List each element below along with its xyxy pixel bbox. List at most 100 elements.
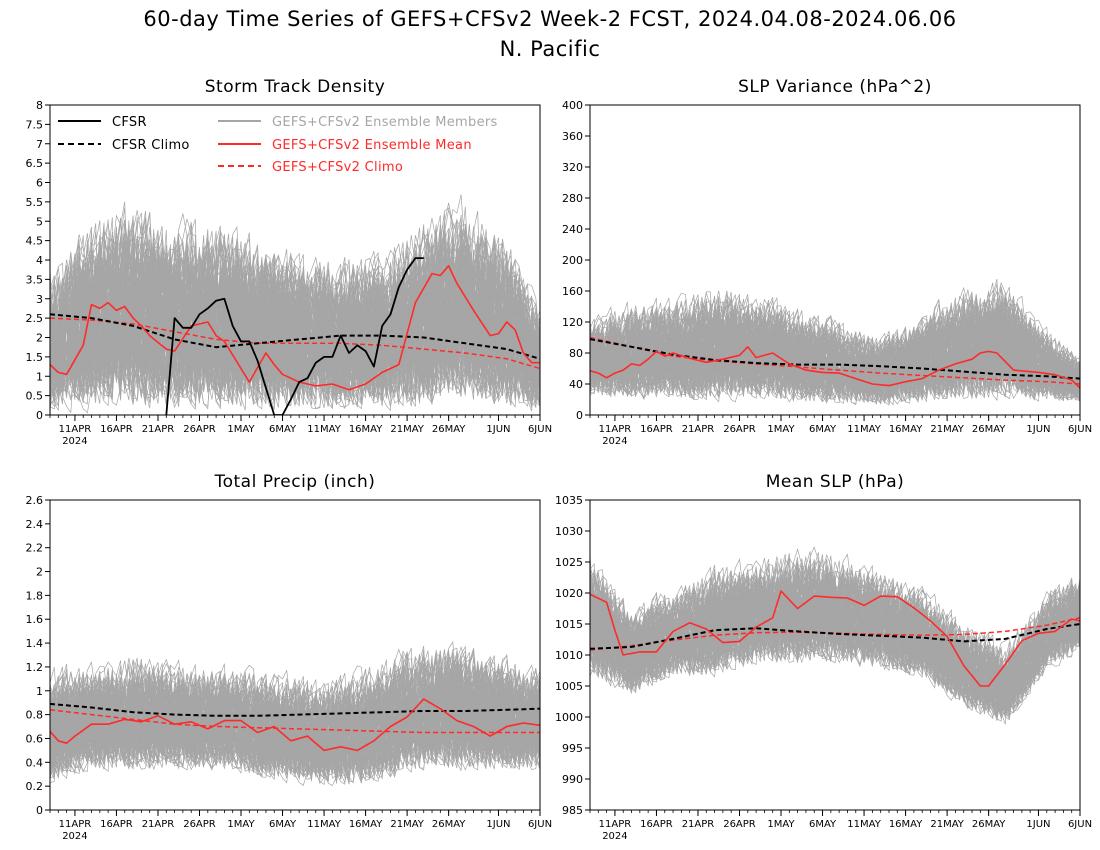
x-tick-label: 16APR	[100, 819, 133, 830]
y-tick-label: 985	[562, 804, 583, 817]
ensemble-member-line	[50, 650, 540, 776]
y-tick-label: 80	[569, 347, 583, 360]
y-tick-label: 120	[562, 316, 583, 329]
y-tick-label: 320	[562, 161, 583, 174]
x-tick-label: 16MAY	[349, 819, 383, 830]
legend-label: GEFS+CFSv2 Ensemble Members	[272, 115, 498, 130]
y-tick-label: 5.5	[26, 196, 44, 209]
ensemble-member-line	[50, 213, 540, 414]
y-tick-label: 1015	[555, 618, 583, 631]
series-line-ensemble-mean	[50, 264, 540, 391]
x-tick-label: 21MAY	[930, 424, 964, 435]
series-line-cfsr	[165, 257, 424, 415]
series-line-cfsr-climo	[50, 313, 540, 360]
ensemble-members	[590, 546, 1080, 725]
series-line-ensemble-climo	[50, 317, 540, 370]
y-tick-label: 0.5	[26, 390, 44, 403]
ensemble-member-line	[50, 219, 540, 407]
ensemble-member-line	[590, 299, 1080, 399]
y-tick-label: 0	[36, 804, 43, 817]
plot-area	[50, 641, 540, 786]
ensemble-members	[590, 278, 1080, 406]
ensemble-member-line	[50, 201, 540, 407]
x-tick-label: 11APR	[59, 819, 92, 830]
plot-area	[590, 546, 1080, 725]
chart-panel: Total Precip (inch) 0 0.2 0.4 0.6 0.8 1 1.2 1.4 1…	[26, 472, 553, 842]
ensemble-members	[50, 641, 540, 786]
x-year-label: 2024	[602, 436, 627, 447]
y-tick-label: 400	[562, 99, 583, 112]
x-tick-label: 26MAY	[972, 424, 1006, 435]
x-tick-label: 1JUN	[1026, 819, 1050, 830]
x-year-label: 2024	[602, 831, 627, 842]
y-tick-label: 1000	[555, 711, 583, 724]
series-line-ensemble-mean	[50, 698, 540, 752]
ensemble-member-line	[50, 229, 540, 406]
ensemble-member-line	[50, 665, 540, 779]
y-tick-label: 0	[36, 409, 43, 422]
y-tick-label: 6	[36, 177, 43, 190]
y-tick-label: 1020	[555, 587, 583, 600]
x-tick-label: 26MAY	[432, 819, 466, 830]
plot-area	[590, 278, 1080, 406]
panel-title: Storm Track Density	[205, 77, 386, 97]
chart-panel: SLP Variance (hPa^2) 0 40 80 120 160 200 240 280…	[562, 77, 1092, 447]
figure-title-line1: 60-day Time Series of GEFS+CFSv2 Week-2 …	[143, 7, 956, 31]
y-tick-label: 6.5	[26, 157, 44, 170]
x-year-label: 2024	[62, 436, 87, 447]
x-year-label: 2024	[62, 831, 87, 842]
x-tick-label: 11APR	[599, 819, 632, 830]
x-tick-label: 11MAY	[847, 424, 881, 435]
y-tick-label: 240	[562, 223, 583, 236]
plot-frame	[49, 499, 541, 811]
x-tick-label: 16MAY	[349, 424, 383, 435]
y-tick-label: 1.8	[26, 589, 44, 602]
y-tick-label: 1	[36, 370, 43, 383]
x-tick-label: 1JUN	[486, 819, 510, 830]
ensemble-member-line	[590, 291, 1080, 400]
y-tick-label: 2.5	[26, 312, 44, 325]
y-tick-label: 8	[36, 99, 43, 112]
x-tick-label: 21MAY	[390, 424, 424, 435]
y-tick-label: 3.5	[26, 273, 44, 286]
ensemble-member-line	[590, 299, 1080, 399]
y-tick-label: 2	[36, 566, 43, 579]
figure-title-line2: N. Pacific	[500, 37, 601, 61]
y-tick-label: 160	[562, 285, 583, 298]
y-tick-label: 7	[36, 138, 43, 151]
x-tick-label: 26MAY	[432, 424, 466, 435]
x-tick-label: 1JUN	[486, 424, 510, 435]
chart-panel: Storm Track Density 0 0.5 1 1.5 2 2.5 3 3.5 4 4.5 5…	[26, 77, 553, 447]
y-tick-label: 200	[562, 254, 583, 267]
y-tick-label: 1010	[555, 649, 583, 662]
ensemble-member-line	[590, 566, 1080, 704]
ensemble-member-line	[590, 563, 1080, 706]
legend-label: GEFS+CFSv2 Climo	[272, 160, 403, 175]
ensemble-member-line	[590, 565, 1080, 715]
y-tick-label: 1005	[555, 680, 583, 693]
y-tick-label: 0.8	[26, 709, 44, 722]
y-tick-label: 5	[36, 215, 43, 228]
y-tick-label: 1.6	[26, 613, 44, 626]
chart-panels: Storm Track Density 0 0.5 1 1.5 2 2.5 3 3.5 4 4.5 5…	[26, 77, 1093, 842]
series-line-ensemble-mean	[590, 345, 1080, 389]
x-tick-label: 11MAY	[847, 819, 881, 830]
x-tick-label: 6JUN	[528, 819, 552, 830]
series-line-cfsr-climo	[590, 623, 1080, 650]
legend: CFSR CFSR Climo GEFS+CFSv2 Ensemble Member…	[58, 115, 498, 175]
series-line-cfsr-climo	[590, 338, 1080, 380]
y-tick-label: 2.6	[26, 494, 44, 507]
ensemble-member-line	[50, 668, 540, 780]
plot-area	[50, 194, 540, 415]
y-tick-label: 1.5	[26, 351, 44, 364]
y-tick-label: 4	[36, 254, 43, 267]
x-tick-label: 1MAY	[227, 424, 255, 435]
y-tick-label: 360	[562, 130, 583, 143]
y-tick-label: 1.4	[26, 637, 44, 650]
x-tick-label: 16MAY	[889, 424, 923, 435]
x-tick-label: 6MAY	[809, 819, 837, 830]
x-tick-label: 16MAY	[889, 819, 923, 830]
ensemble-member-line	[50, 226, 540, 406]
x-tick-label: 26APR	[183, 424, 216, 435]
